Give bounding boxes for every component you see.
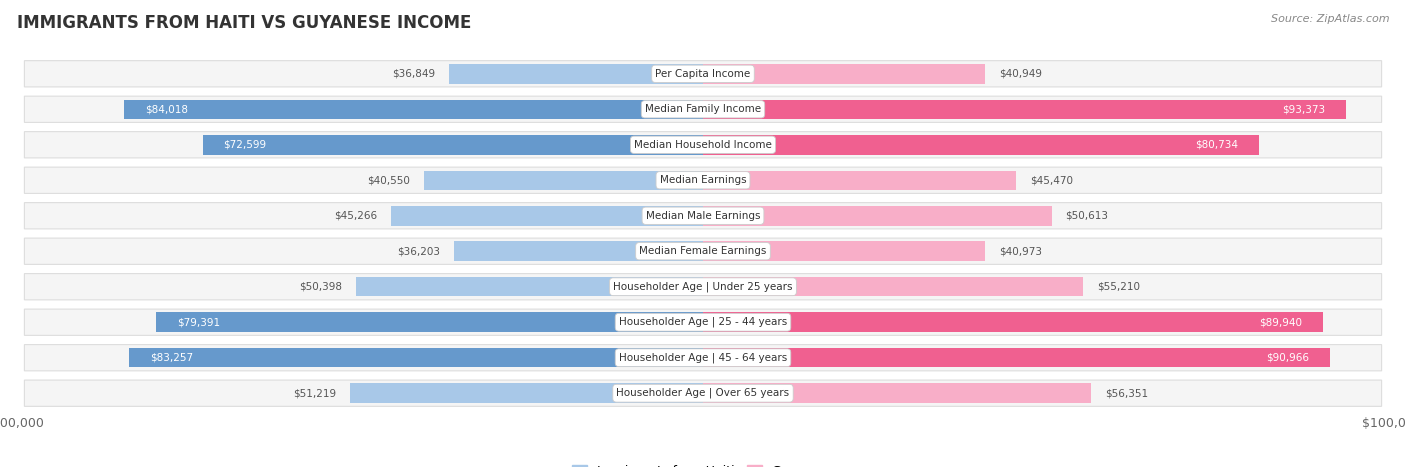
Text: Median Household Income: Median Household Income [634,140,772,150]
FancyBboxPatch shape [24,203,1382,229]
FancyBboxPatch shape [24,238,1382,264]
Text: $40,550: $40,550 [367,175,411,185]
FancyBboxPatch shape [24,274,1382,300]
Text: $79,391: $79,391 [177,317,219,327]
Bar [356,277,703,297]
Text: $93,373: $93,373 [1282,104,1326,114]
Text: Householder Age | 45 - 64 years: Householder Age | 45 - 64 years [619,353,787,363]
Text: Source: ZipAtlas.com: Source: ZipAtlas.com [1271,14,1389,24]
Text: $83,257: $83,257 [150,353,193,363]
Text: $72,599: $72,599 [224,140,267,150]
Bar [129,348,703,368]
Text: $50,398: $50,398 [299,282,342,292]
FancyBboxPatch shape [24,61,1382,87]
FancyBboxPatch shape [24,380,1382,406]
Bar [156,312,703,332]
Bar [423,170,703,190]
Text: Per Capita Income: Per Capita Income [655,69,751,79]
Bar [703,383,1091,403]
Text: $36,203: $36,203 [396,246,440,256]
Text: $89,940: $89,940 [1258,317,1302,327]
Text: Median Family Income: Median Family Income [645,104,761,114]
Bar [391,206,703,226]
Text: $50,613: $50,613 [1066,211,1108,221]
Bar [350,383,703,403]
Bar [703,312,1323,332]
Text: Median Female Earnings: Median Female Earnings [640,246,766,256]
Bar [703,135,1260,155]
Text: Householder Age | 25 - 44 years: Householder Age | 25 - 44 years [619,317,787,327]
Text: $90,966: $90,966 [1265,353,1309,363]
Bar [449,64,703,84]
Bar [703,277,1084,297]
FancyBboxPatch shape [24,132,1382,158]
Text: IMMIGRANTS FROM HAITI VS GUYANESE INCOME: IMMIGRANTS FROM HAITI VS GUYANESE INCOME [17,14,471,32]
Bar [703,206,1052,226]
Bar [703,170,1017,190]
Bar [202,135,703,155]
Text: $80,734: $80,734 [1195,140,1239,150]
Text: $45,266: $45,266 [335,211,377,221]
Bar [703,348,1330,368]
Text: Householder Age | Under 25 years: Householder Age | Under 25 years [613,282,793,292]
Text: $84,018: $84,018 [145,104,188,114]
Text: $40,973: $40,973 [1000,246,1042,256]
Text: $56,351: $56,351 [1105,388,1149,398]
Text: $55,210: $55,210 [1097,282,1140,292]
FancyBboxPatch shape [24,96,1382,122]
Text: $36,849: $36,849 [392,69,436,79]
Bar [124,99,703,119]
Bar [703,64,986,84]
Text: Householder Age | Over 65 years: Householder Age | Over 65 years [616,388,790,398]
FancyBboxPatch shape [24,167,1382,193]
Text: $51,219: $51,219 [294,388,336,398]
Text: Median Earnings: Median Earnings [659,175,747,185]
Text: $40,949: $40,949 [998,69,1042,79]
Legend: Immigrants from Haiti, Guyanese: Immigrants from Haiti, Guyanese [567,460,839,467]
FancyBboxPatch shape [24,345,1382,371]
Bar [703,99,1347,119]
Bar [454,241,703,261]
Text: $45,470: $45,470 [1031,175,1073,185]
Text: Median Male Earnings: Median Male Earnings [645,211,761,221]
Bar [703,241,986,261]
FancyBboxPatch shape [24,309,1382,335]
